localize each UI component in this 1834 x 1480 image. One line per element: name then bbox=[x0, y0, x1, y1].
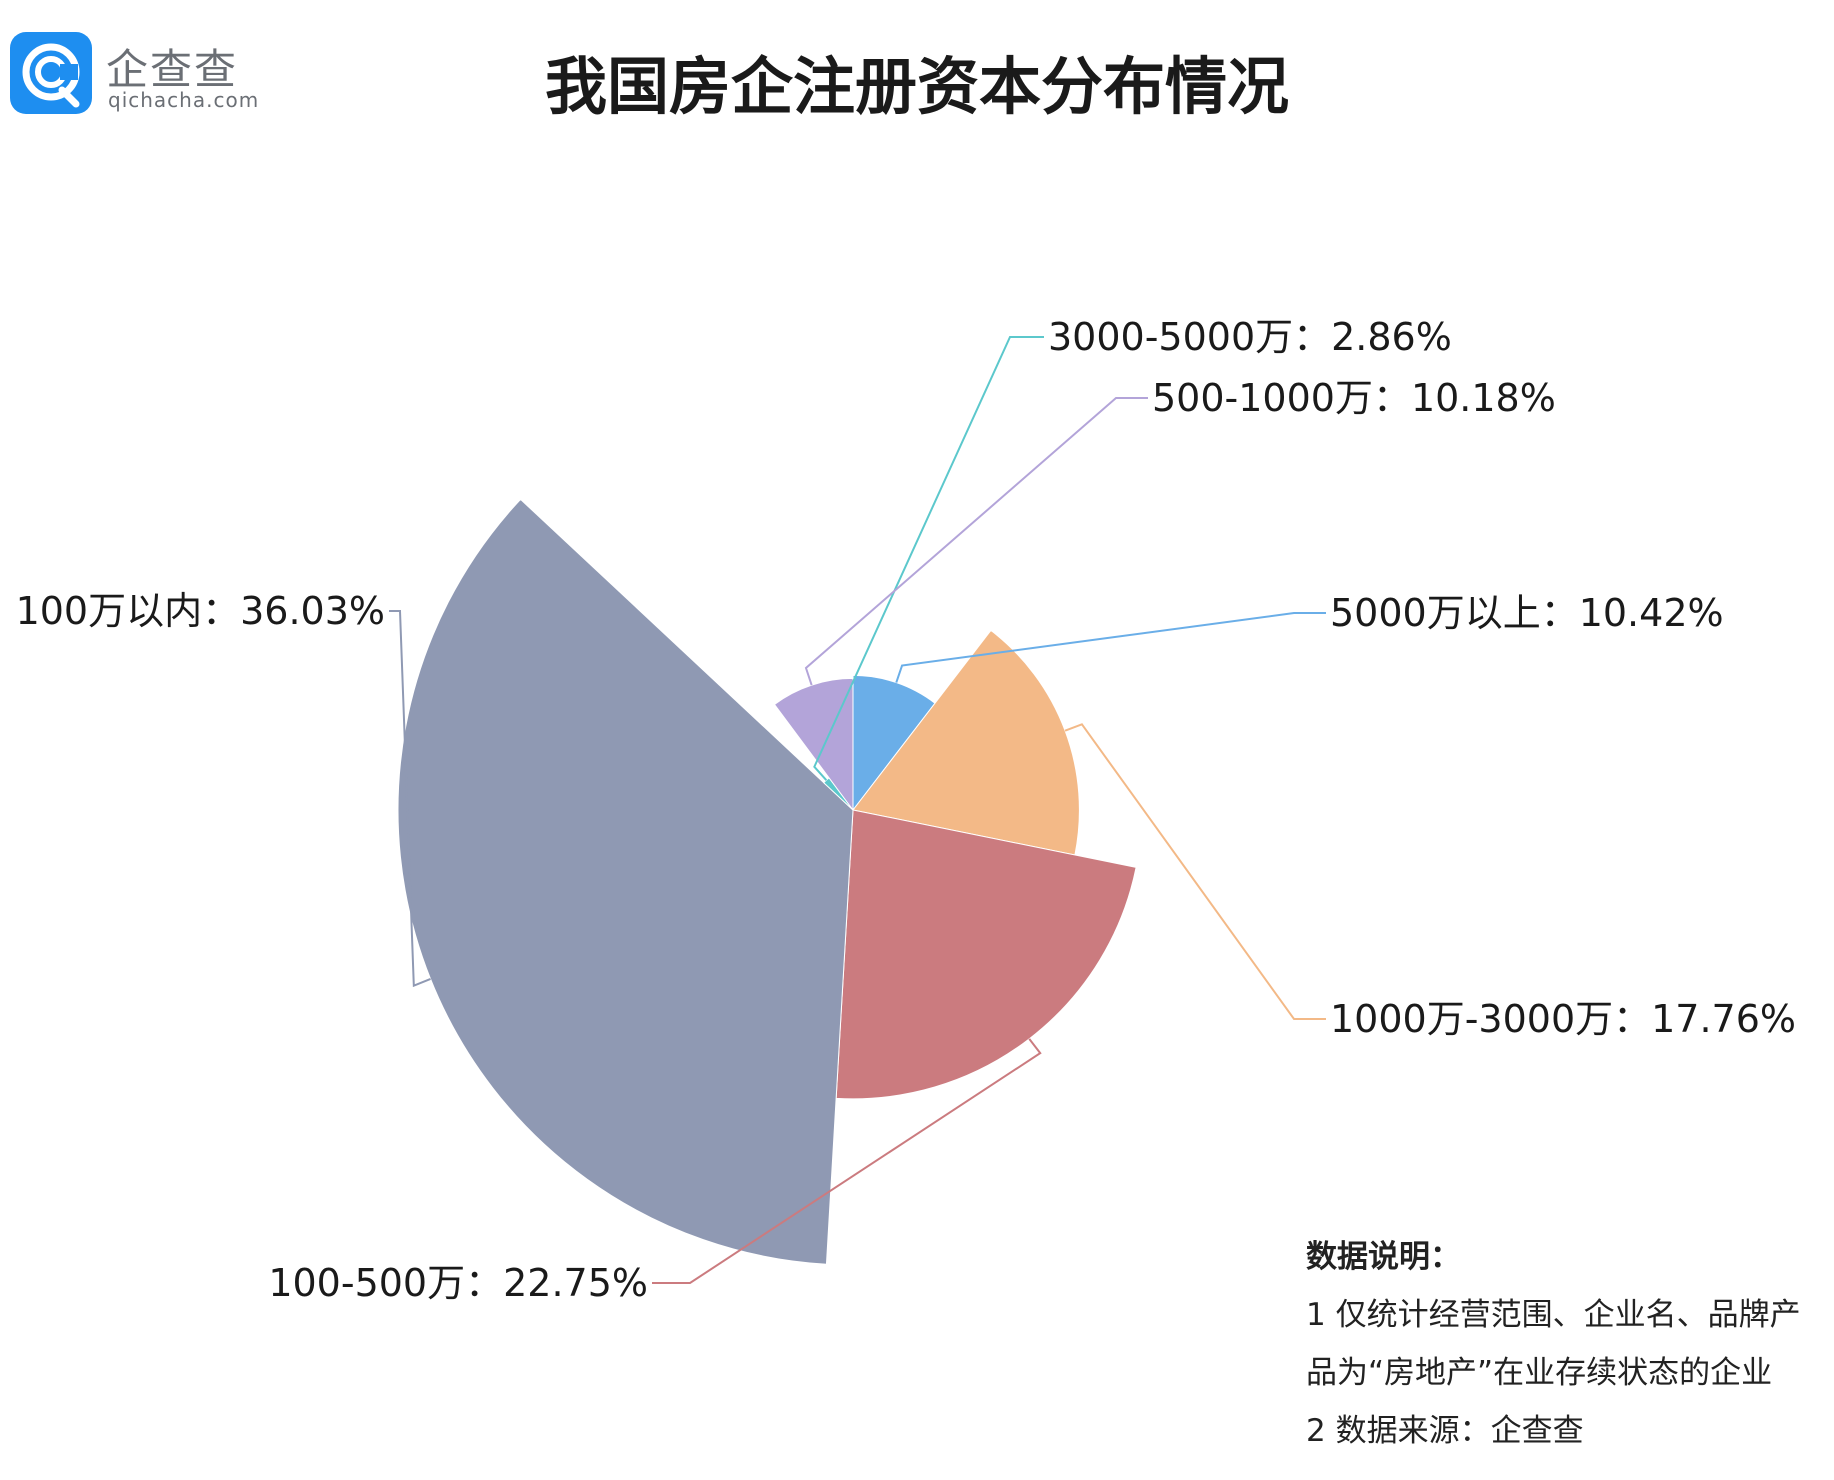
notes-title: 数据说明： bbox=[1306, 1239, 1461, 1275]
slice-label-4: 3000-5000万：2.86% bbox=[1048, 315, 1452, 359]
note-line-2: 品为“房地产”在业存续状态的企业 bbox=[1306, 1355, 1773, 1391]
leader-line-0 bbox=[895, 612, 1326, 683]
leader-line-2 bbox=[652, 1038, 1042, 1284]
note-line-3: 2 数据来源：企查查 bbox=[1306, 1413, 1584, 1449]
leader-line-4 bbox=[813, 336, 1044, 781]
slice-label-3: 100万以内：36.03% bbox=[16, 589, 385, 633]
logo-url: qichacha.com bbox=[108, 88, 260, 112]
slice-5 bbox=[773, 677, 854, 812]
logo-name: 企查查 bbox=[106, 45, 239, 94]
leader-line-5 bbox=[804, 397, 1148, 686]
slice-1 bbox=[852, 629, 1080, 856]
data-notes: 数据说明： 1 仅统计经营范围、企业名、品牌产 品为“房地产”在业存续状态的企业… bbox=[1306, 1228, 1826, 1460]
slice-3 bbox=[397, 498, 854, 1265]
leader-line-3 bbox=[389, 610, 431, 988]
page-title: 我国房企注册资本分布情况 bbox=[544, 50, 1289, 123]
leader-line-1 bbox=[1064, 723, 1326, 1020]
slice-label-1: 1000万-3000万：17.76% bbox=[1330, 997, 1796, 1041]
qichacha-logo: 企查查 qichacha.com bbox=[10, 32, 262, 122]
slice-2 bbox=[835, 809, 1137, 1100]
logo-q-icon bbox=[10, 32, 92, 114]
note-line-1: 1 仅统计经营范围、企业名、品牌产 bbox=[1306, 1297, 1801, 1333]
slice-label-0: 5000万以上：10.42% bbox=[1330, 591, 1724, 635]
slice-label-5: 500-1000万：10.18% bbox=[1152, 376, 1556, 420]
slice-label-2: 100-500万：22.75% bbox=[268, 1261, 648, 1305]
